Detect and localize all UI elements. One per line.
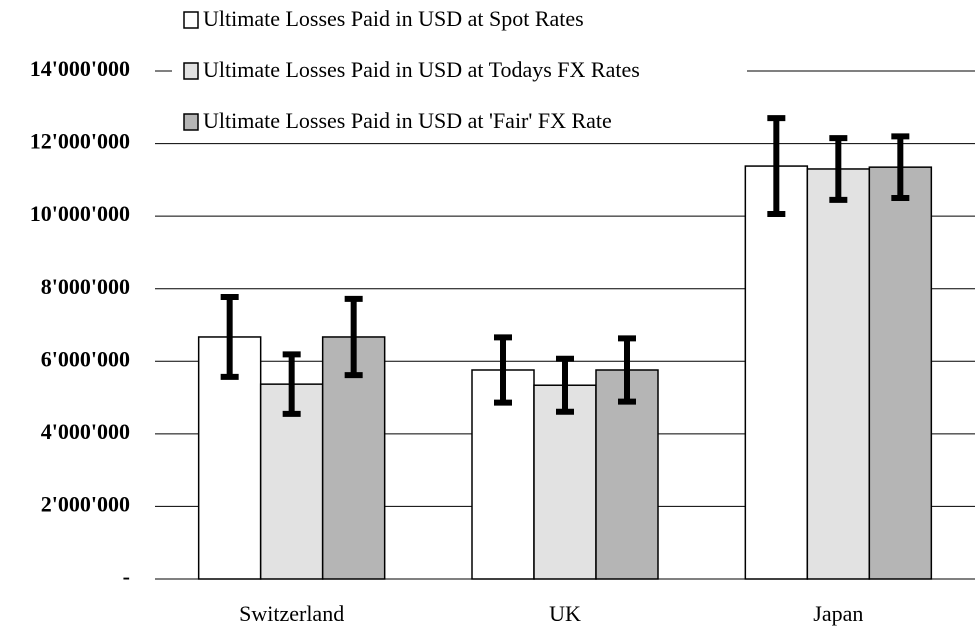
error-bar: [891, 133, 910, 201]
x-tick-label: Japan: [813, 601, 863, 626]
y-tick-label: 14'000'000: [30, 56, 130, 81]
bar: [744, 165, 809, 580]
x-tick-label: Switzerland: [239, 601, 344, 626]
y-tick-label: 12'000'000: [30, 129, 130, 154]
error-bar: [767, 115, 786, 217]
error-bar: [344, 295, 363, 379]
bar: [806, 168, 871, 580]
y-tick-label: 6'000'000: [41, 346, 130, 371]
bars: Switzerland UK Japan: [197, 115, 933, 626]
y-tick-label: 4'000'000: [41, 419, 130, 444]
legend-swatch: [183, 113, 199, 131]
x-tick-label: UK: [549, 601, 581, 626]
legend-label: Ultimate Losses Paid in USD at 'Fair' FX…: [203, 108, 612, 133]
y-tick-label: -: [123, 564, 130, 589]
legend-swatch: [183, 62, 199, 80]
legend-label: Ultimate Losses Paid in USD at Todays FX…: [203, 57, 640, 82]
legend-background: [172, 0, 747, 137]
error-bar: [556, 355, 574, 415]
bar: [595, 369, 659, 580]
legend-swatch: [183, 11, 199, 29]
error-bar: [618, 335, 636, 405]
y-tick-label: 10'000'000: [30, 201, 130, 226]
y-tick-label: 8'000'000: [41, 274, 130, 299]
error-bar: [829, 135, 848, 203]
bar: [533, 384, 597, 580]
legend-label: Ultimate Losses Paid in USD at Spot Rate…: [203, 6, 584, 31]
error-bar: [220, 294, 239, 380]
legend: Ultimate Losses Paid in USD at Spot Rate…: [172, 0, 747, 137]
y-tick-label: 2'000'000: [41, 491, 130, 516]
error-bar: [282, 351, 301, 417]
bar: [868, 166, 933, 580]
error-bar: [494, 334, 512, 406]
